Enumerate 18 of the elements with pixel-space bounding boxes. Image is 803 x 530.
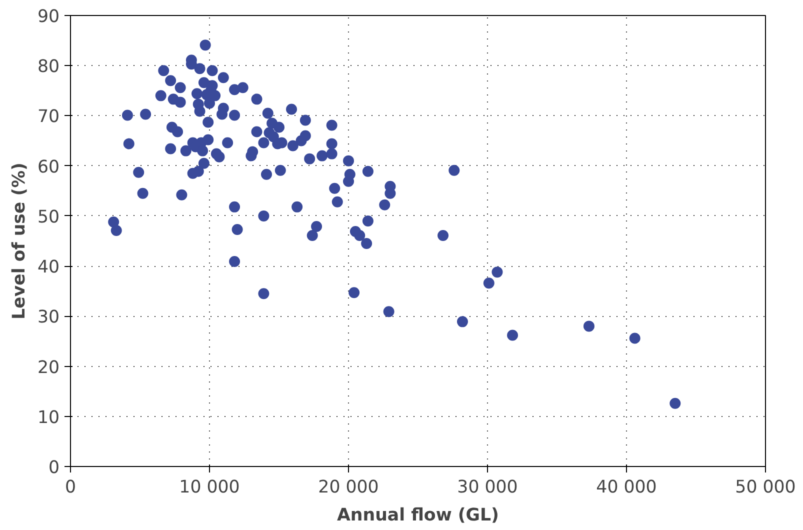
x-tick-label: 40 000	[596, 478, 657, 498]
y-tick-label: 20	[37, 358, 60, 378]
x-tick-label: 30 000	[457, 478, 518, 498]
y-tick-label: 90	[37, 7, 60, 27]
y-tick-label: 30	[37, 308, 60, 328]
x-axis-title: Annual flow (GL)	[337, 506, 499, 526]
y-tick-label: 0	[48, 458, 60, 478]
y-tick-label: 10	[37, 408, 60, 428]
x-tick-label: 0	[64, 478, 76, 498]
y-axis-title: Level of use (%)	[9, 162, 30, 320]
y-tick-label: 50	[37, 207, 60, 228]
x-tick-label: 50 000	[735, 478, 796, 498]
y-tick-label: 80	[37, 57, 60, 78]
x-tick-label: 10 000	[179, 478, 240, 498]
y-tick-label: 70	[37, 107, 60, 128]
y-tick-label: 60	[37, 157, 60, 178]
x-tick-label: 20 000	[318, 478, 379, 498]
y-tick-label: 40	[37, 258, 60, 278]
